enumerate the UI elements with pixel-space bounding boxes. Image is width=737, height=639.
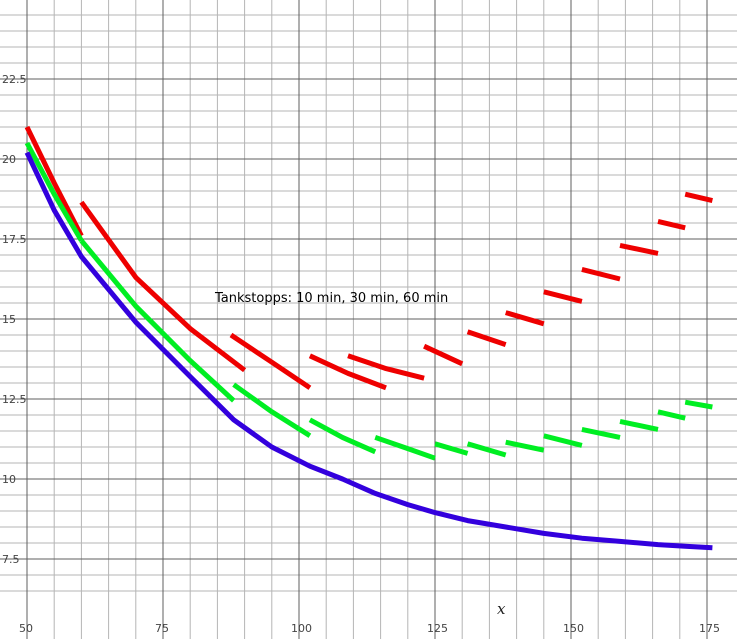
series-1-segment-7 xyxy=(505,439,545,453)
series-0-segment-3 xyxy=(308,353,387,391)
x-tick-label: 100 xyxy=(291,622,312,635)
tick-labels: 50 75 100 125 150 175 7.5 10 12.5 15 17.5 20 22.5 xyxy=(2,73,720,635)
series-0-segment-5 xyxy=(423,343,464,367)
y-tick-label: 17.5 xyxy=(2,233,27,246)
series-0-segment-1 xyxy=(79,200,247,373)
series-1-segment-1 xyxy=(79,239,236,403)
x-tick-label: 75 xyxy=(155,622,169,635)
series-0-segment-6 xyxy=(466,329,507,347)
series-0-segment-4 xyxy=(347,353,425,381)
series-1-segment-4 xyxy=(374,435,436,461)
series-1-segment-2 xyxy=(232,382,312,438)
series-0-segment-11 xyxy=(657,218,686,231)
series-1-segment-5 xyxy=(434,441,469,456)
y-tick-label: 10 xyxy=(2,473,16,486)
series-1-segment-10 xyxy=(619,418,659,432)
series-2-segment-0 xyxy=(24,151,713,551)
series-0-segment-0 xyxy=(24,125,84,237)
series-1-segment-0 xyxy=(24,141,84,242)
series-1-segment-11 xyxy=(657,409,686,421)
y-tick-label: 7.5 xyxy=(2,553,20,566)
chart-annotation: Tankstopps: 10 min, 30 min, 60 min xyxy=(214,291,448,306)
series-1-segment-3 xyxy=(308,417,377,455)
x-tick-label: 175 xyxy=(699,622,720,635)
x-tick-label: 50 xyxy=(19,622,33,635)
series-1-segment-9 xyxy=(581,426,621,440)
x-axis-label: x xyxy=(497,600,506,618)
series-1-segment-8 xyxy=(543,433,583,448)
y-tick-label: 22.5 xyxy=(2,73,27,86)
series-0-segment-9 xyxy=(581,266,621,282)
series-0-segment-7 xyxy=(504,310,545,327)
series-1-segment-12 xyxy=(684,399,713,410)
y-tick-label: 20 xyxy=(2,153,16,166)
series-0-segment-8 xyxy=(543,289,583,304)
series-layer xyxy=(24,125,713,551)
y-tick-label: 15 xyxy=(2,313,16,326)
x-tick-label: 125 xyxy=(427,622,448,635)
series-0-segment-10 xyxy=(619,242,659,256)
series-0-segment-12 xyxy=(684,191,713,204)
series-1-segment-6 xyxy=(466,441,507,458)
x-tick-label: 150 xyxy=(563,622,584,635)
series-0-segment-2 xyxy=(229,332,312,390)
y-tick-label: 12.5 xyxy=(2,393,27,406)
